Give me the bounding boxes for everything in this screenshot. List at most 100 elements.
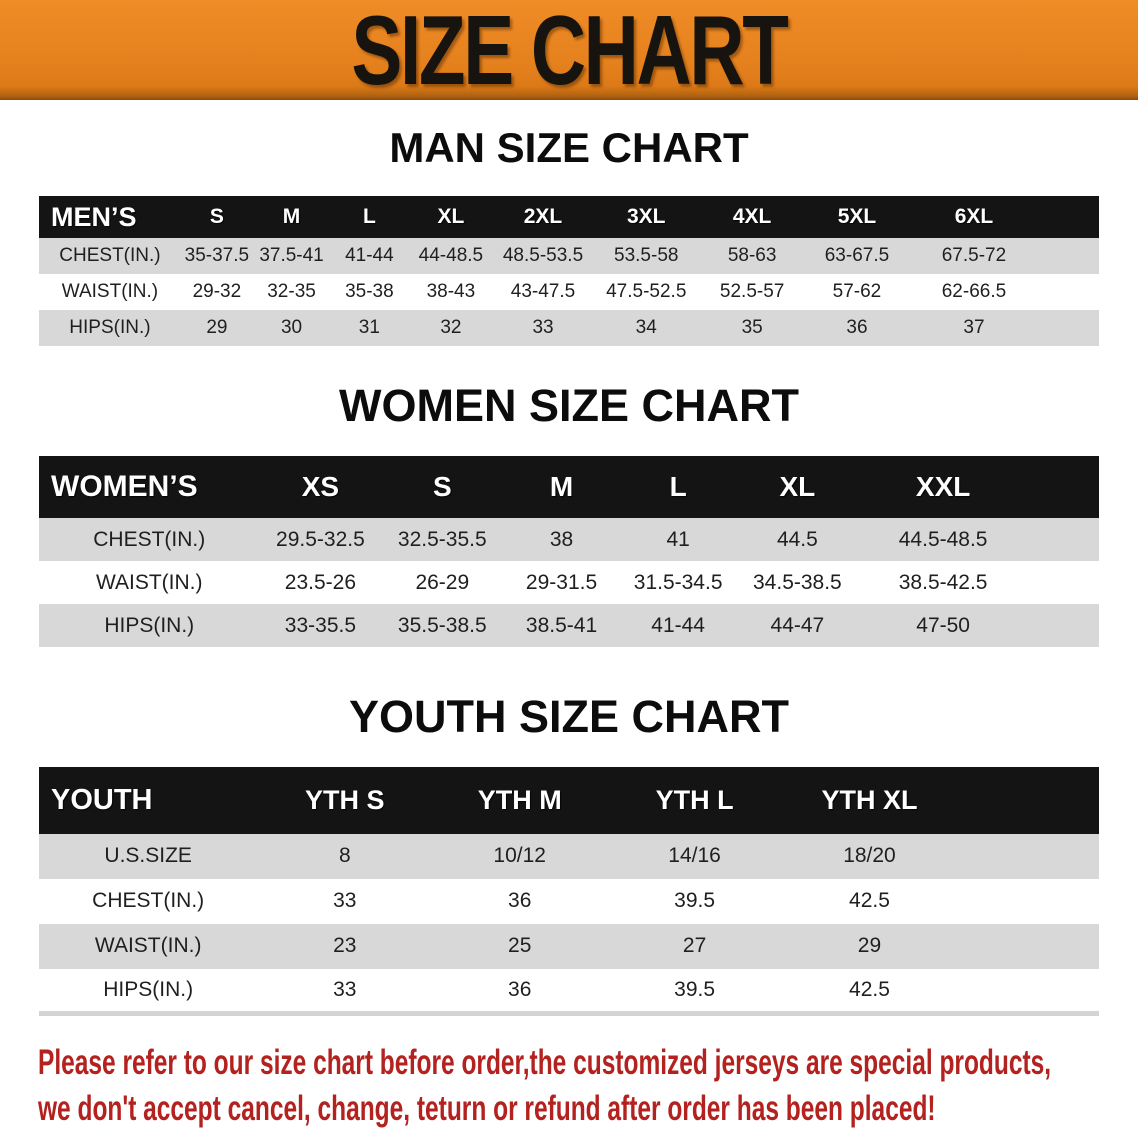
size-chart-banner: SIZE CHART xyxy=(0,0,1138,100)
size-value-cell: 35.5-38.5 xyxy=(397,613,487,637)
size-value-cell: 63-67.5 xyxy=(824,245,890,267)
size-column-header: 4XL xyxy=(732,205,772,229)
measurement-row-label: HIPS(IN.) xyxy=(69,317,151,339)
size-value-cell: 52.5-57 xyxy=(719,281,785,303)
size-column-header: 6XL xyxy=(954,205,994,229)
size-column-header: XXL xyxy=(915,471,971,503)
table-row: CHEST(IN.) 35-37.5 37.5-41 41-44 44-48.5 48.5… xyxy=(39,238,1099,275)
table-header-row: MEN’S S M L XL 2XL 3XL 4XL 5XL 6XL xyxy=(39,196,1099,239)
size-value-cell: 26-29 xyxy=(415,570,470,594)
table-row: HIPS(IN.) 29 30 31 32 33 34 35 36 37 xyxy=(39,310,1099,347)
size-value-cell: 27 xyxy=(682,934,707,958)
size-value-cell: 8 xyxy=(338,844,351,868)
size-value-cell: 31.5-34.5 xyxy=(633,570,723,594)
disclaimer: Please refer to our size chart before or… xyxy=(38,1040,1138,1132)
header-spacer xyxy=(1028,456,1099,518)
size-value-cell: 18/20 xyxy=(843,844,896,868)
size-value-cell: 33 xyxy=(532,317,554,339)
size-value-cell: 42.5 xyxy=(849,889,890,913)
size-value-cell: 35-38 xyxy=(345,281,394,303)
size-value-cell: 23.5-26 xyxy=(284,570,357,594)
size-value-cell: 14/16 xyxy=(668,844,721,868)
size-value-cell: 36 xyxy=(846,317,868,339)
size-value-cell: 33 xyxy=(333,978,357,1002)
table-corner-label: WOMEN’S xyxy=(51,470,198,504)
youth-size-table: YOUTH YTH S YTH M YTH L YTH XL U.S.SIZE 8 10/12… xyxy=(39,766,1099,1017)
size-column-header: 5XL xyxy=(837,205,877,229)
size-column-header: S xyxy=(432,471,452,503)
table-row: HIPS(IN.) 33 36 39.5 42.5 xyxy=(39,968,1099,1014)
measurement-row-label: WAIST(IN.) xyxy=(61,281,159,303)
table-row: WAIST(IN.) 23 25 27 29 xyxy=(39,923,1099,969)
size-value-cell: 34 xyxy=(635,317,657,339)
size-value-cell: 41 xyxy=(666,527,690,551)
size-column-header: XS xyxy=(301,471,340,503)
size-value-cell: 34.5-38.5 xyxy=(753,570,842,594)
disclaimer-line-2: we don't accept cancel, change, teturn o… xyxy=(38,1089,936,1129)
size-value-cell: 53.5-58 xyxy=(614,245,679,267)
measurement-row-label: U.S.SIZE xyxy=(104,844,192,868)
mens-size-table: MEN’S S M L XL 2XL 3XL 4XL 5XL 6XL CHEST(IN.) 35-37… xyxy=(39,196,1099,347)
table-row: WAIST(IN.) 29-32 32-35 35-38 38-43 43-47.5 47.… xyxy=(39,274,1099,311)
size-value-cell: 23 xyxy=(333,934,357,958)
size-value-cell: 37 xyxy=(963,317,985,339)
measurement-row-label: HIPS(IN.) xyxy=(103,978,194,1002)
size-value-cell: 38.5-41 xyxy=(525,613,598,637)
youth-size-chart-title: YOUTH SIZE CHART xyxy=(348,691,789,743)
size-column-header: 2XL xyxy=(523,205,563,229)
size-value-cell: 36 xyxy=(508,889,532,913)
size-value-cell: 62-66.5 xyxy=(941,281,1007,303)
size-value-cell: 38 xyxy=(549,527,574,551)
measurement-row-label: WAIST(IN.) xyxy=(95,570,203,594)
man-size-chart-title: MAN SIZE CHART xyxy=(389,124,749,171)
size-column-header: YTH M xyxy=(477,784,562,815)
size-value-cell: 25 xyxy=(508,934,532,958)
size-value-cell: 29 xyxy=(206,317,228,339)
size-value-cell: 33 xyxy=(333,889,357,913)
size-value-cell: 39.5 xyxy=(674,978,716,1002)
header-spacer xyxy=(957,767,1099,834)
row-spacer xyxy=(1039,274,1099,310)
measurement-row-label: CHEST(IN.) xyxy=(59,245,161,267)
table-row: CHEST(IN.) 29.5-32.5 32.5-35.5 38 41 44.5 44.5… xyxy=(39,518,1099,562)
disclaimer-line-1: Please refer to our size chart before or… xyxy=(38,1043,1052,1083)
size-value-cell: 44-47 xyxy=(770,613,825,637)
size-value-cell: 32-35 xyxy=(267,281,316,303)
size-value-cell: 67.5-72 xyxy=(941,245,1007,267)
size-value-cell: 36 xyxy=(508,978,532,1002)
table-corner-label: MEN’S xyxy=(51,201,137,232)
size-value-cell: 42.5 xyxy=(849,978,890,1002)
size-column-header: YTH L xyxy=(655,784,734,815)
size-value-cell: 48.5-53.5 xyxy=(502,245,584,267)
size-value-cell: 29-31.5 xyxy=(525,570,598,594)
size-value-cell: 44.5-48.5 xyxy=(898,527,988,551)
size-value-cell: 44.5 xyxy=(776,527,818,551)
size-value-cell: 29.5-32.5 xyxy=(276,527,365,551)
size-column-header: YTH XL xyxy=(821,784,918,815)
size-value-cell: 31 xyxy=(358,317,380,339)
table-row: WAIST(IN.) 23.5-26 26-29 29-31.5 31.5-34.5 34… xyxy=(39,561,1099,605)
size-value-cell: 47.5-52.5 xyxy=(606,281,687,303)
size-column-header: L xyxy=(362,205,376,229)
size-column-header: M xyxy=(282,205,301,229)
table-row: CHEST(IN.) 33 36 39.5 42.5 xyxy=(39,878,1099,924)
size-value-cell: 37.5-41 xyxy=(259,245,324,267)
size-value-cell: 58-63 xyxy=(727,245,777,267)
size-column-header: S xyxy=(209,205,224,229)
size-value-cell: 33-35.5 xyxy=(284,613,357,637)
womens-size-table: WOMEN’S XS S M L XL XXL CHEST(IN.) 29.5-32.5 32.5… xyxy=(39,456,1099,648)
header-spacer xyxy=(1039,196,1099,238)
size-value-cell: 29-32 xyxy=(192,281,242,303)
size-column-header: XL xyxy=(437,205,465,229)
table-row: U.S.SIZE 8 10/12 14/16 18/20 xyxy=(39,833,1099,879)
size-value-cell: 29 xyxy=(857,934,882,958)
measurement-row-label: CHEST(IN.) xyxy=(92,889,205,913)
table-corner-label: YOUTH xyxy=(51,783,153,816)
size-column-header: XL xyxy=(779,471,816,503)
size-value-cell: 57-62 xyxy=(832,281,882,303)
size-value-cell: 44-48.5 xyxy=(418,245,484,267)
size-column-header: YTH S xyxy=(305,784,385,815)
size-value-cell: 10/12 xyxy=(493,844,546,868)
size-value-cell: 38.5-42.5 xyxy=(898,570,988,594)
measurement-row-label: CHEST(IN.) xyxy=(93,527,206,551)
